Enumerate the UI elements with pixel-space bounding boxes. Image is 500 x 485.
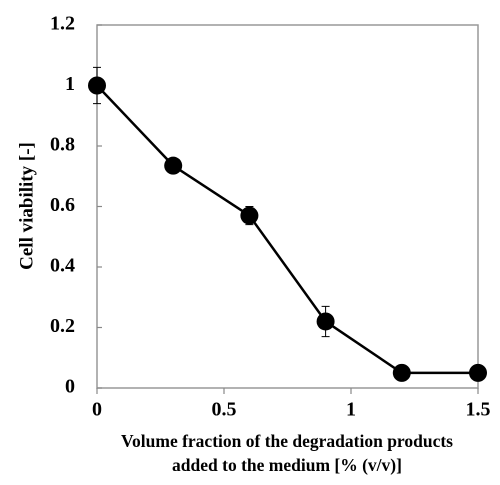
x-axis-label: Volume fraction of the degradation produ… bbox=[121, 431, 453, 451]
x-tick-label: 1.5 bbox=[466, 399, 491, 421]
data-point bbox=[88, 76, 106, 95]
x-tick-label: 0 bbox=[92, 399, 102, 421]
plot-frame bbox=[96, 24, 479, 389]
y-tick-label: 1.2 bbox=[50, 13, 75, 35]
y-tick-label: 0 bbox=[65, 376, 75, 398]
y-tick-label: 0.8 bbox=[50, 134, 75, 156]
y-tick-label: 0.2 bbox=[50, 315, 75, 337]
y-axis-label: Cell viability [-] bbox=[16, 142, 37, 270]
data-point bbox=[240, 206, 259, 225]
y-tick-label: 1 bbox=[65, 73, 75, 95]
y-tick-label: 0.4 bbox=[50, 255, 75, 277]
y-tick-label: 0.6 bbox=[50, 194, 75, 216]
x-tick-label: 0.5 bbox=[212, 399, 237, 421]
data-point bbox=[164, 156, 183, 175]
data-point bbox=[469, 363, 487, 382]
data-line bbox=[96, 84, 478, 375]
data-point bbox=[392, 363, 411, 382]
data-point bbox=[316, 312, 335, 331]
x-tick-label: 1 bbox=[346, 399, 356, 421]
x-axis-label: added to the medium [% (v/v)] bbox=[172, 455, 402, 475]
